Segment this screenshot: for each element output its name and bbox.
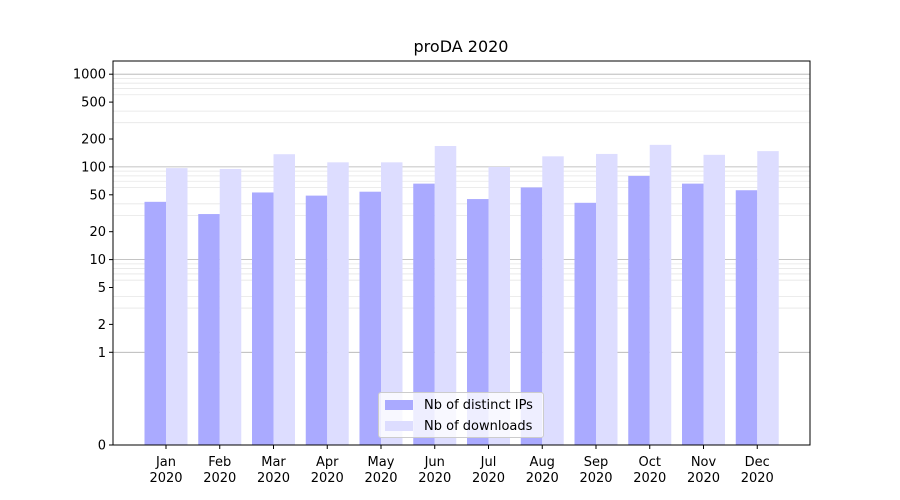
x-tick-label-month: May — [368, 455, 395, 470]
bar-ips-jun — [413, 183, 435, 445]
y-tick-label: 1 — [98, 346, 106, 361]
x-tick-label-year: 2020 — [364, 471, 397, 486]
bar-downloads-nov — [703, 154, 725, 445]
x-tick-label-year: 2020 — [203, 471, 236, 486]
legend-swatch-downloads — [385, 421, 413, 431]
x-tick-label-month: Feb — [208, 455, 231, 470]
x-tick-label-month: Nov — [691, 455, 717, 470]
legend: Nb of distinct IPs Nb of downloads — [378, 392, 544, 438]
x-tick-label-month: Jul — [480, 455, 497, 470]
x-tick-label-year: 2020 — [149, 471, 182, 486]
bar-downloads-aug — [542, 156, 564, 445]
y-tick-label: 200 — [81, 132, 106, 147]
bar-downloads-dec — [757, 151, 779, 445]
bar-ips-dec — [735, 190, 758, 445]
grid-lines — [113, 73, 810, 353]
y-tick-label: 100 — [81, 160, 106, 175]
bar-ips-jul — [467, 199, 489, 445]
x-tick-label-month: Aug — [530, 455, 555, 470]
x-tick-label-year: 2020 — [687, 471, 720, 486]
bar-ips-sep — [574, 202, 596, 445]
legend-label-ips: Nb of distinct IPs — [424, 397, 533, 413]
bar-downloads-apr — [327, 162, 349, 445]
bar-ips-oct — [628, 175, 650, 446]
y-tick-label: 2 — [98, 318, 106, 333]
x-tick-label-month: Mar — [261, 455, 286, 470]
bar-downloads-jan — [166, 168, 188, 445]
y-tick-label: 20 — [89, 225, 106, 240]
x-tick-label-month: Sep — [584, 455, 609, 470]
bar-ips-mar — [252, 192, 274, 445]
legend-item-ips: Nb of distinct IPs — [385, 397, 533, 413]
bar-downloads-may — [381, 162, 403, 445]
x-tick-label-year: 2020 — [633, 471, 666, 486]
bar-downloads-feb — [219, 168, 242, 445]
bar-downloads-mar — [273, 154, 295, 445]
bar-downloads-oct — [649, 144, 672, 445]
axes: 01251020501002005001000Jan2020Feb2020Mar… — [73, 60, 811, 486]
bar-ips-may — [359, 191, 381, 445]
x-tick-label-month: Dec — [745, 455, 770, 470]
y-tick-label: 1000 — [73, 68, 106, 83]
x-tick-label-year: 2020 — [472, 471, 505, 486]
x-tick-label-year: 2020 — [311, 471, 344, 486]
y-tick-label: 500 — [81, 96, 106, 111]
legend-swatch-ips — [385, 400, 413, 410]
x-tick-label-year: 2020 — [579, 471, 612, 486]
y-tick-label: 0 — [98, 439, 106, 454]
bar-ips-nov — [682, 183, 704, 445]
bar-downloads-jun — [434, 146, 457, 445]
y-tick-label: 5 — [98, 281, 106, 296]
x-tick-label-year: 2020 — [257, 471, 290, 486]
x-tick-label-month: Apr — [316, 455, 339, 470]
bar-ips-apr — [305, 195, 328, 445]
x-tick-label-month: Jun — [424, 455, 445, 470]
x-tick-label-year: 2020 — [418, 471, 451, 486]
bar-ips-aug — [520, 187, 543, 445]
bars — [144, 144, 779, 446]
y-tick-label: 50 — [89, 188, 106, 203]
bar-downloads-jul — [488, 166, 510, 445]
legend-item-downloads: Nb of downloads — [385, 418, 533, 434]
x-tick-label-month: Jan — [155, 455, 176, 470]
legend-label-downloads: Nb of downloads — [424, 418, 533, 434]
bar-ips-feb — [198, 214, 220, 445]
bar-ips-jan — [144, 201, 166, 445]
plot-frame — [112, 60, 811, 446]
x-tick-label-month: Oct — [639, 455, 661, 470]
x-tick-label-year: 2020 — [526, 471, 559, 486]
bar-downloads-sep — [596, 153, 618, 445]
x-tick-label-year: 2020 — [741, 471, 774, 486]
y-tick-label: 10 — [89, 253, 106, 268]
chart-title: proDA 2020 — [414, 37, 509, 56]
